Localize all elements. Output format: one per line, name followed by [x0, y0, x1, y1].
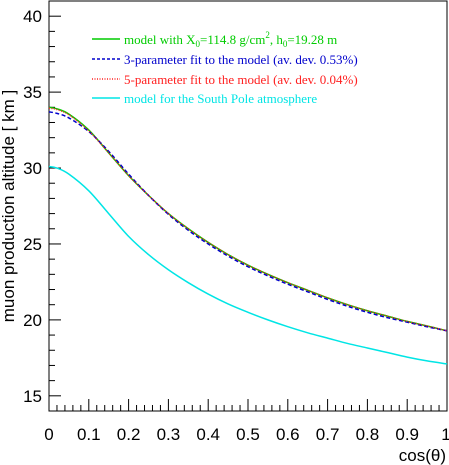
legend-label-model-mid2: , h: [270, 32, 284, 47]
y-axis-label: muon production altitude [ km ]: [0, 90, 18, 322]
x-tick-label: 0.5: [236, 425, 260, 444]
series-southpole-line: [48, 165, 448, 365]
y-tick-label: 20: [23, 311, 42, 330]
x-tick-label: 0.3: [157, 425, 181, 444]
x-tick-label: 0.8: [356, 425, 380, 444]
legend-label-model-mid1: =114.8 g/cm: [200, 32, 265, 47]
x-tick-label: 0.4: [196, 425, 220, 444]
series-group: [48, 106, 448, 365]
series-model-line: [48, 106, 448, 332]
legend-label-model-sup: 2: [265, 30, 270, 40]
axis-ticks: [48, 0, 448, 412]
x-tick-labels: 0 0.1 0.2 0.3 0.4 0.5 0.6 0.7 0.8 0.9 1: [44, 425, 449, 444]
y-tick-label: 30: [23, 159, 42, 178]
y-tick-label: 40: [23, 7, 42, 26]
legend-label-model-sub2: 0: [283, 39, 288, 49]
y-tick-label: 25: [23, 235, 42, 254]
legend-label-model: model with X0=114.8 g/cm2, h0=19.28 m: [124, 30, 337, 49]
y-tick-label: 15: [23, 387, 42, 406]
series-5param-fit-line: [48, 107, 448, 332]
x-tick-label: 0.9: [395, 425, 419, 444]
series-3param-fit-line: [48, 111, 448, 332]
x-tick-label: 1: [441, 425, 449, 444]
legend-label-model-suffix: =19.28 m: [287, 32, 337, 47]
legend-label-model-prefix: model with X: [124, 32, 196, 47]
x-tick-label: 0.1: [77, 425, 101, 444]
legend-label-southpole: model for the South Pole atmosphere: [124, 91, 317, 106]
legend-label-model-sub1: 0: [196, 39, 201, 49]
y-tick-labels: 15 20 25 30 35 40: [23, 7, 42, 406]
legend-label-5param: 5-parameter fit to the model (av. dev. 0…: [124, 72, 358, 87]
x-tick-label: 0.2: [117, 425, 141, 444]
legend: model with X0=114.8 g/cm2, h0=19.28 m 3-…: [92, 30, 358, 106]
legend-label-3param: 3-parameter fit to the model (av. dev. 0…: [124, 52, 358, 67]
y-tick-label: 35: [23, 83, 42, 102]
x-axis-label: cos(θ): [399, 446, 446, 465]
x-tick-label: 0.6: [276, 425, 300, 444]
x-tick-label: 0: [44, 425, 53, 444]
x-tick-label: 0.7: [316, 425, 340, 444]
